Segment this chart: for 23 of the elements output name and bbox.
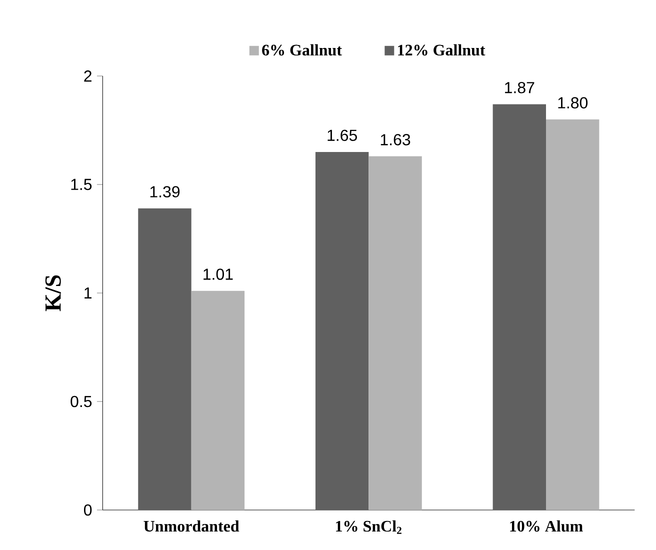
data-label: 1.01	[204, 268, 233, 280]
x-tick-label: 10% Alum	[510, 520, 583, 532]
y-tick-label: 1	[84, 288, 92, 299]
data-label: 1.65	[328, 130, 357, 142]
data-label: 1.39	[150, 186, 180, 198]
data-label: 1.87	[505, 82, 534, 94]
y-tick-label: 0	[84, 504, 92, 516]
bar	[368, 156, 422, 510]
bar	[191, 290, 245, 510]
x-tick-label: Unmordanted	[144, 520, 240, 532]
legend-label: 12% Gallnut	[398, 44, 486, 56]
bar	[546, 119, 600, 510]
data-label: 1.63	[380, 134, 410, 146]
legend-label: 6% Gallnut	[262, 44, 342, 56]
y-tick-label: 2	[84, 70, 92, 82]
y-tick-label: 1.5	[71, 178, 92, 190]
bar	[315, 152, 369, 510]
x-tick-label: 1% SnCl$_{2}$	[336, 520, 402, 534]
bar	[138, 208, 192, 510]
y-axis-title: K/S	[45, 275, 61, 312]
y-tick-label: 0.5	[70, 396, 92, 408]
data-label: 1.80	[558, 97, 588, 108]
bar	[492, 104, 546, 510]
